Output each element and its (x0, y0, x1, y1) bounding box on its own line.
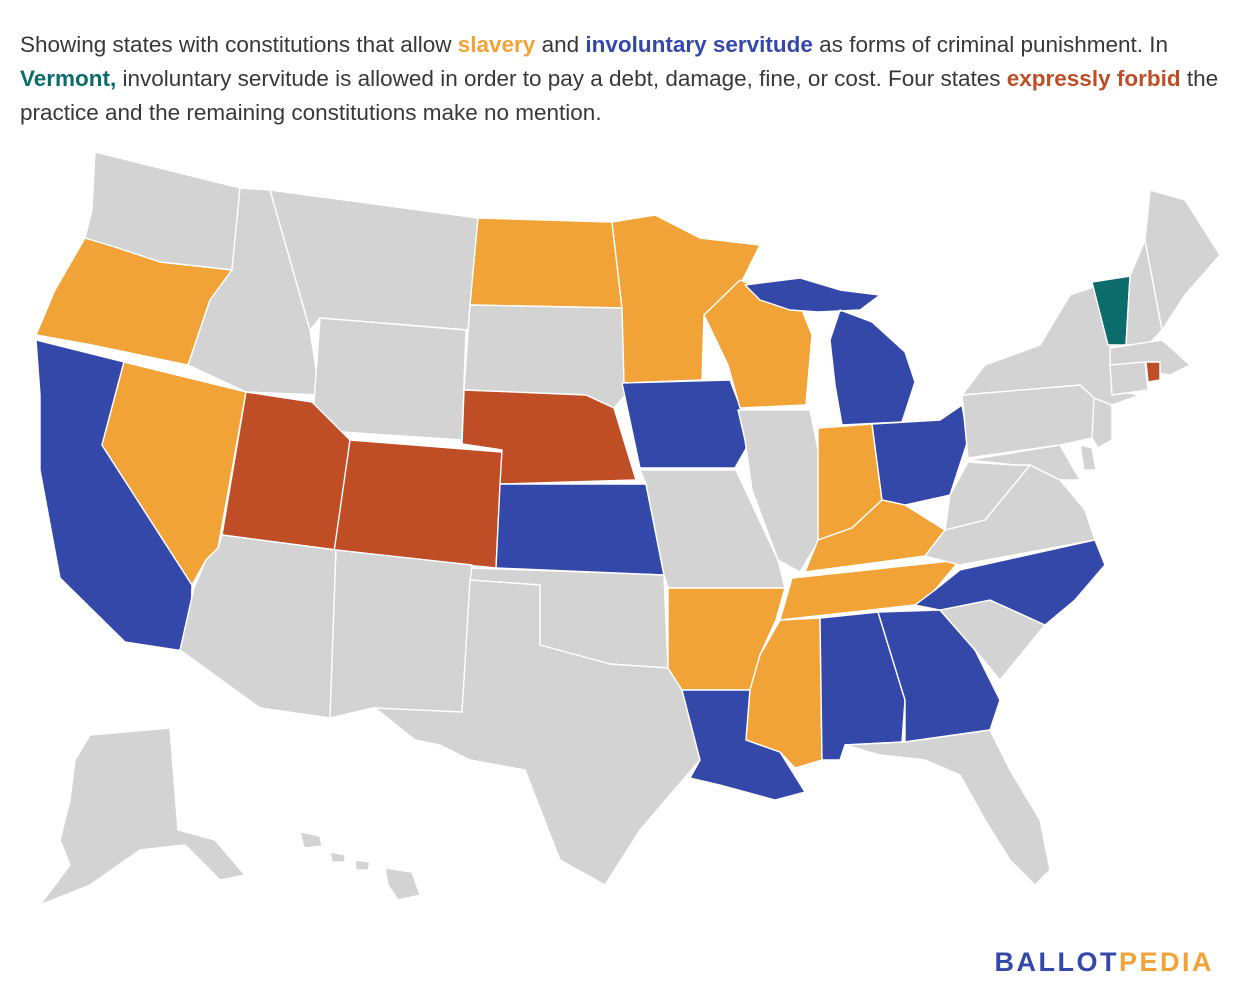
state-HI (299, 831, 421, 901)
state-ND (469, 217, 623, 309)
caption-text-1: Showing states with constitutions that a… (20, 32, 458, 57)
state-WY (311, 317, 467, 441)
state-FL (844, 729, 1051, 886)
logo-ballot: BALLOT (994, 947, 1119, 977)
state-NH (1125, 239, 1163, 346)
state-TX (374, 579, 701, 886)
state-NE (461, 389, 637, 485)
map-caption: Showing states with constitutions that a… (20, 28, 1220, 130)
legend-expressly-forbid: expressly forbid (1006, 66, 1181, 91)
caption-text-5: the practice and the remaining constitut… (20, 66, 1219, 125)
state-CO (333, 439, 503, 569)
state-KS (495, 483, 665, 576)
state-IL (737, 409, 821, 573)
caption-text-3: as forms of criminal punishment. In (812, 32, 1169, 57)
state-KY (804, 499, 946, 573)
caption-text-2: and (535, 32, 586, 57)
ballotpedia-logo: BALLOTPEDIA (994, 947, 1214, 978)
state-NJ (1091, 397, 1113, 449)
logo-pedia: PEDIA (1118, 947, 1214, 977)
state-PA (961, 384, 1099, 459)
state-ME (1144, 189, 1221, 331)
legend-vermont: Vermont, (20, 66, 117, 91)
state-DE (1079, 444, 1097, 471)
state-AK (39, 727, 246, 906)
state-RI (1145, 361, 1161, 383)
legend-slavery: slavery (457, 32, 536, 57)
caption-text-4: involuntary servitude is allowed in orde… (116, 66, 1007, 91)
state-IA (621, 379, 753, 469)
legend-involuntary-servitude: involuntary servitude (585, 32, 813, 57)
us-states-map (35, 151, 1221, 906)
state-NM (329, 549, 473, 719)
state-NC (914, 539, 1106, 626)
state-CT (1109, 361, 1149, 396)
